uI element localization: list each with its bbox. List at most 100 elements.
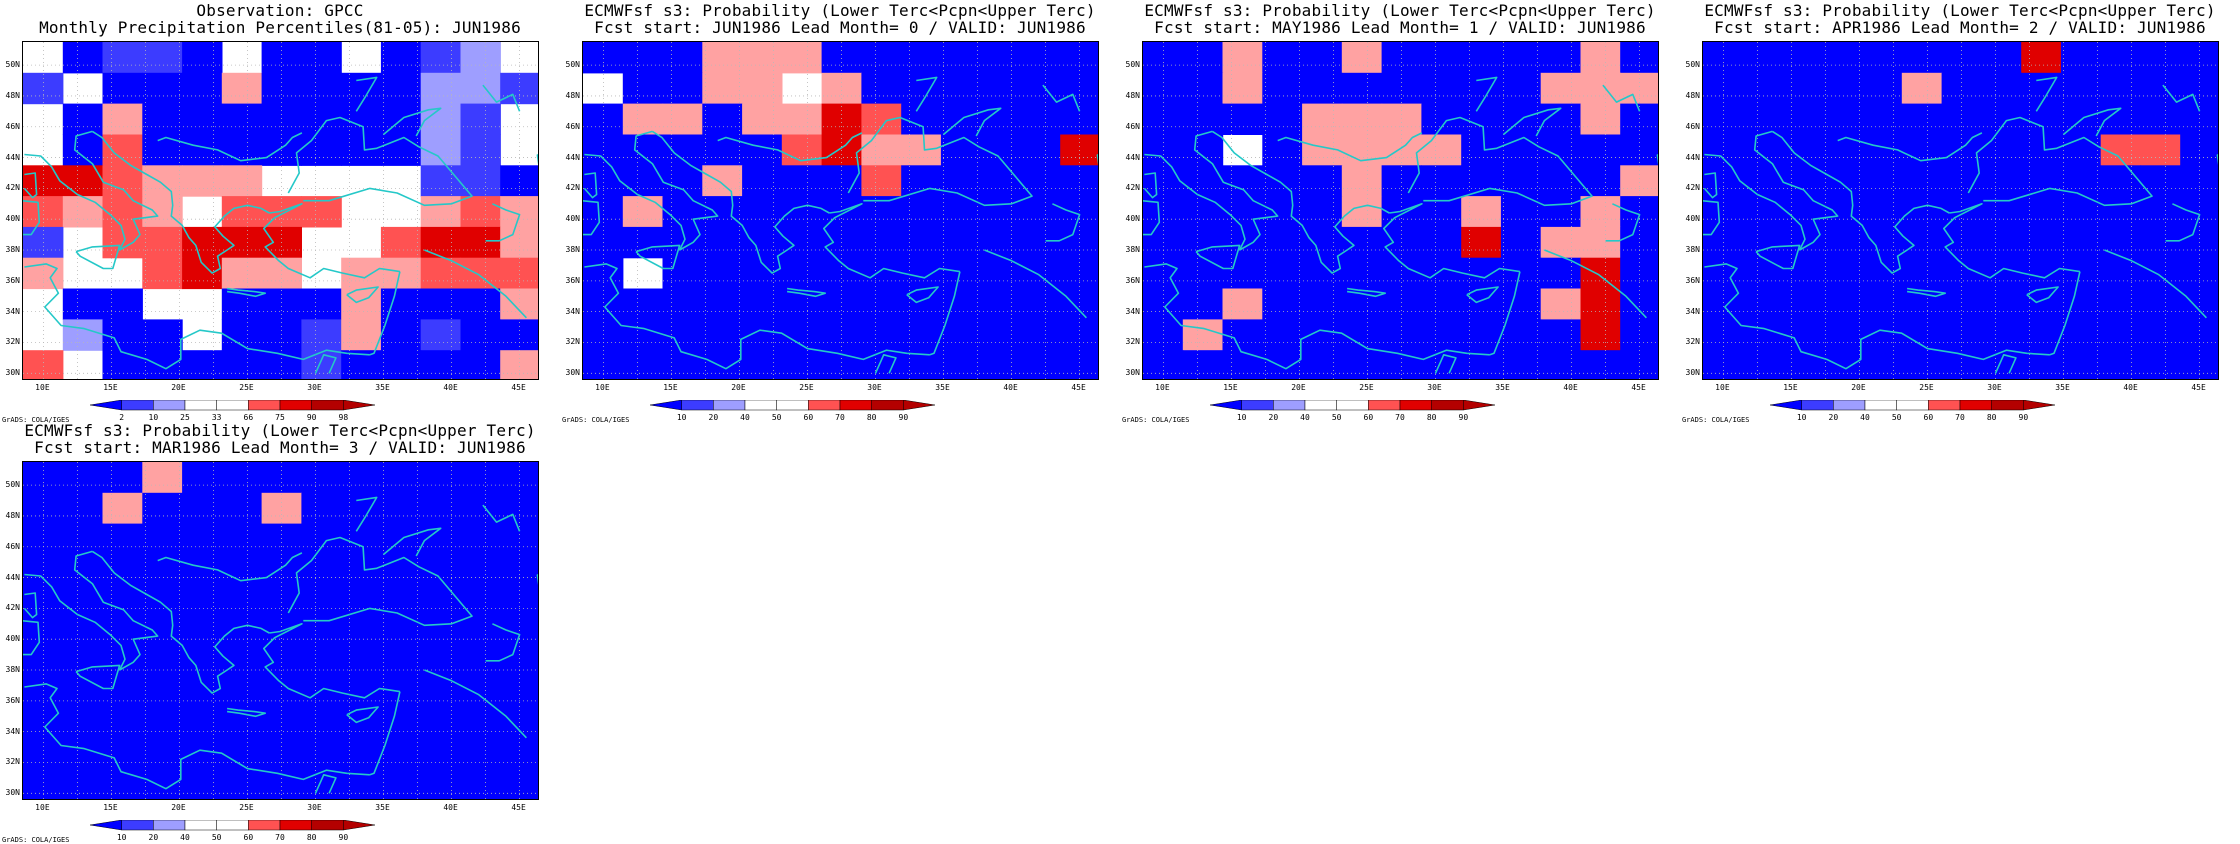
data-cell — [500, 708, 538, 740]
data-cell — [1782, 165, 1823, 197]
colorbar-label: 70 — [275, 833, 285, 842]
data-cell — [261, 103, 302, 135]
title-line-2: Fcst start: JUN1986 Lead Month= 0 / VALI… — [594, 18, 1086, 37]
map-area[interactable] — [1702, 41, 2219, 380]
data-cell — [901, 134, 942, 166]
data-cell — [341, 554, 382, 586]
lat-label: 38N — [5, 245, 20, 255]
data-cell — [460, 226, 501, 259]
data-cell — [2180, 288, 2218, 320]
colorbar-label: 90 — [898, 413, 909, 422]
data-cell — [1862, 72, 1903, 105]
data-cell — [102, 523, 143, 555]
data-cell — [702, 42, 743, 74]
map-area[interactable] — [22, 461, 539, 800]
lat-label: 36N — [1125, 275, 1140, 285]
data-cell — [301, 72, 342, 105]
data-cell — [221, 257, 263, 290]
data-cell — [1421, 288, 1462, 320]
data-cell — [23, 492, 64, 525]
colorbar-swatch — [1991, 400, 2024, 411]
colorbar-swatch — [311, 400, 344, 411]
coastlines — [1703, 76, 2218, 374]
data-cell — [1222, 350, 1263, 379]
data-cell — [460, 646, 501, 679]
lat-label: 38N — [1685, 245, 1700, 255]
data-cell — [500, 165, 538, 197]
colorbar-label: 60 — [243, 833, 254, 842]
data-cell — [1580, 134, 1621, 166]
map-area[interactable] — [22, 41, 539, 380]
data-cell — [702, 226, 743, 259]
lon-label: 45E — [2191, 383, 2206, 392]
data-cell — [102, 462, 143, 494]
data-cell — [460, 462, 501, 494]
data-cell — [500, 616, 538, 648]
lon-label: 10E — [35, 383, 50, 392]
data-cell — [341, 708, 382, 740]
lat-label: 34N — [5, 726, 20, 736]
lon-label: 10E — [1155, 383, 1170, 392]
data-cell — [1143, 72, 1184, 105]
data-cell — [2100, 226, 2142, 259]
data-cell — [940, 226, 982, 259]
data-cell — [1620, 196, 1658, 228]
data-cell — [1981, 165, 2022, 197]
data-cell — [2100, 288, 2142, 320]
data-cell — [662, 72, 703, 105]
colorbar-swatch — [839, 400, 872, 411]
data-cell — [1381, 288, 1422, 320]
data-cell — [1341, 350, 1383, 379]
data-cell — [940, 257, 982, 290]
data-cell — [420, 462, 462, 494]
data-cell — [2180, 134, 2218, 166]
data-cell — [1461, 165, 1502, 197]
map-area[interactable] — [1142, 41, 1659, 380]
colorbar-label: 60 — [803, 413, 814, 422]
panel-lead-0: ECMWFsf s3: Probability (Lower Terc<Pcpn… — [560, 0, 1120, 424]
data-cell — [380, 646, 422, 679]
lon-label: 45E — [511, 803, 526, 812]
data-cell — [1341, 165, 1383, 197]
data-cell — [460, 319, 501, 351]
data-cell — [62, 134, 104, 166]
data-cell — [622, 103, 664, 135]
data-cell — [1703, 42, 1744, 74]
data-cell — [261, 492, 302, 525]
data-cell — [62, 739, 104, 771]
data-cell — [1182, 134, 1224, 166]
data-cell — [1182, 72, 1224, 105]
data-cell — [1540, 42, 1582, 74]
data-cell — [62, 462, 104, 494]
lon-label: 10E — [595, 383, 610, 392]
data-cell — [341, 257, 382, 290]
lon-label: 40E — [443, 383, 458, 392]
data-cell — [1060, 226, 1098, 259]
lon-label: 35E — [1495, 383, 1510, 392]
data-cell — [702, 257, 743, 290]
data-cell — [62, 319, 104, 351]
data-cell — [1862, 226, 1903, 259]
data-cell — [980, 196, 1022, 228]
data-cell — [221, 462, 263, 494]
data-cell — [2100, 42, 2142, 74]
data-cell — [380, 288, 422, 320]
data-cell — [1822, 257, 1863, 290]
data-cell — [622, 288, 664, 320]
data-cell — [341, 288, 382, 320]
lat-label: 46N — [565, 121, 580, 131]
data-cell — [460, 134, 501, 166]
data-cell — [380, 72, 422, 105]
lat-label: 32N — [1125, 337, 1140, 347]
map-area[interactable] — [582, 41, 1099, 380]
data-cell — [142, 492, 183, 525]
data-cell — [1381, 319, 1422, 351]
data-cell — [1222, 103, 1263, 135]
data-cell — [1421, 103, 1462, 135]
data-cell — [301, 585, 342, 617]
lat-label: 40N — [565, 214, 580, 224]
data-cell — [781, 42, 823, 74]
data-cell — [901, 196, 942, 228]
data-cell — [62, 677, 104, 710]
data-cell — [500, 226, 538, 259]
